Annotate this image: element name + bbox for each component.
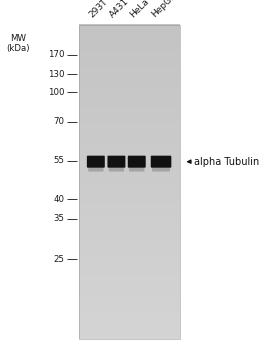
Bar <box>79 92 180 98</box>
Bar <box>79 176 180 182</box>
Bar <box>79 281 180 287</box>
Bar <box>79 286 180 292</box>
Bar <box>79 50 180 56</box>
Bar <box>79 71 180 77</box>
Text: HepG2: HepG2 <box>150 0 178 19</box>
Bar <box>79 155 180 161</box>
Text: 293T: 293T <box>87 0 110 19</box>
Bar <box>79 301 180 307</box>
Bar <box>79 139 180 145</box>
Bar <box>79 312 180 318</box>
Bar <box>79 275 180 281</box>
Bar <box>79 76 180 82</box>
Bar <box>79 202 180 208</box>
Bar <box>79 113 180 119</box>
Bar <box>79 35 180 40</box>
Bar <box>79 150 180 156</box>
Text: 170: 170 <box>48 50 64 59</box>
Bar <box>79 66 180 72</box>
Text: 100: 100 <box>48 88 64 97</box>
Bar <box>79 97 180 103</box>
Bar <box>79 249 180 255</box>
Bar <box>79 233 180 239</box>
Bar <box>79 260 180 265</box>
Bar <box>79 24 180 30</box>
FancyBboxPatch shape <box>109 165 124 172</box>
Text: 70: 70 <box>53 117 64 126</box>
FancyBboxPatch shape <box>129 165 144 172</box>
Bar <box>79 129 180 134</box>
Bar <box>79 323 180 328</box>
Bar <box>79 255 180 261</box>
FancyBboxPatch shape <box>107 156 125 168</box>
Text: A431: A431 <box>108 0 130 19</box>
Text: 40: 40 <box>53 195 64 204</box>
Bar <box>79 108 180 114</box>
Bar <box>79 213 180 219</box>
Bar <box>79 307 180 313</box>
Bar <box>79 134 180 140</box>
Bar <box>79 170 180 176</box>
Text: 35: 35 <box>53 214 64 223</box>
Bar <box>79 186 180 192</box>
Bar <box>79 87 180 93</box>
Bar <box>79 144 180 150</box>
Bar <box>79 61 180 67</box>
Bar <box>79 218 180 224</box>
Bar <box>79 296 180 302</box>
Bar <box>79 40 180 46</box>
Text: 25: 25 <box>53 255 64 264</box>
Bar <box>79 25 180 339</box>
FancyBboxPatch shape <box>87 156 105 168</box>
Bar <box>79 197 180 203</box>
Bar <box>79 244 180 250</box>
Bar <box>79 82 180 88</box>
FancyBboxPatch shape <box>128 156 146 168</box>
Text: 130: 130 <box>48 70 64 79</box>
Bar <box>79 192 180 198</box>
Bar <box>79 55 180 61</box>
Bar <box>79 270 180 276</box>
Text: MW
(kDa): MW (kDa) <box>7 34 30 53</box>
Text: 55: 55 <box>53 156 64 165</box>
Bar <box>79 207 180 213</box>
Bar <box>79 160 180 166</box>
Bar <box>79 328 180 334</box>
Bar <box>79 45 180 51</box>
Bar <box>79 228 180 234</box>
Bar <box>79 223 180 229</box>
Bar <box>79 333 180 339</box>
FancyBboxPatch shape <box>88 165 103 172</box>
Bar <box>79 118 180 124</box>
Bar <box>79 317 180 323</box>
Bar <box>79 265 180 271</box>
Bar <box>79 165 180 171</box>
FancyBboxPatch shape <box>152 165 170 172</box>
Bar <box>79 181 180 187</box>
Bar <box>79 102 180 108</box>
Bar <box>79 29 180 35</box>
FancyBboxPatch shape <box>151 156 171 168</box>
Bar <box>79 291 180 297</box>
Text: alpha Tubulin: alpha Tubulin <box>194 157 259 167</box>
Bar <box>79 239 180 245</box>
Bar <box>79 124 180 130</box>
Text: HeLa: HeLa <box>128 0 151 19</box>
